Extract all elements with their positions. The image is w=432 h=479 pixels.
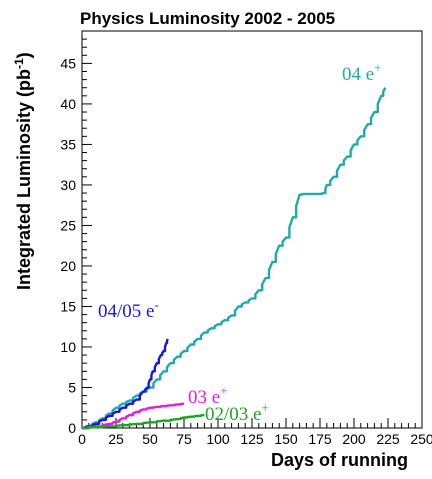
- series-label-0: 04 e+: [342, 60, 382, 85]
- y-tick-label: 25: [60, 217, 76, 233]
- y-tick-label: 20: [60, 258, 76, 274]
- y-tick-label: 5: [68, 379, 76, 395]
- x-tick-label: 50: [142, 431, 158, 447]
- y-tick-label: 30: [60, 177, 76, 193]
- x-tick-label: 125: [240, 431, 264, 447]
- series-label-main: 04/05 e: [98, 301, 154, 322]
- plot-frame: [81, 30, 423, 429]
- series-label-sup: +: [261, 400, 268, 415]
- series-line-3: [82, 413, 205, 430]
- y-tick-label: 0: [68, 420, 76, 436]
- series-line-0: [82, 87, 387, 430]
- series-labels: 04 e+04/05 e-03 e+02/03 e+: [98, 60, 382, 425]
- series-label-sup: +: [220, 383, 227, 398]
- series-label-main: 03 e: [188, 387, 220, 408]
- x-tick-label: 75: [176, 431, 192, 447]
- x-tick-label: 250: [410, 431, 432, 447]
- series-label-sup: -: [154, 297, 158, 312]
- x-axis-label: Days of running: [271, 450, 408, 470]
- x-tick-label: 25: [108, 431, 124, 447]
- axis-ticks: [81, 30, 423, 429]
- series-lines: [82, 87, 387, 430]
- y-tick-label: 40: [60, 96, 76, 112]
- y-axis-label-group: Integrated Luminosity (pb-1): [12, 52, 34, 290]
- y-tick-label: 15: [60, 298, 76, 314]
- y-axis-label-close: ): [14, 52, 34, 58]
- x-tick-label: 150: [274, 431, 298, 447]
- series-label-2: 03 e+: [188, 383, 228, 408]
- series-label-main: 04 e: [342, 64, 374, 85]
- y-tick-label: 10: [60, 339, 76, 355]
- y-axis-label: Integrated Luminosity (pb-1): [12, 52, 34, 290]
- series-line-1: [82, 338, 169, 430]
- series-label-main: 02/03 e: [205, 404, 261, 425]
- series-label-sup: +: [374, 60, 381, 75]
- y-axis-label-text: Integrated Luminosity (pb: [14, 69, 34, 290]
- tick-labels: 0 25 50 75 100 125 150 175 200 225 250 0 5 10 15 20 25 30…: [60, 55, 432, 447]
- x-tick-label: 200: [342, 431, 366, 447]
- series-line-2: [82, 402, 185, 430]
- x-tick-label: 100: [206, 431, 230, 447]
- x-tick-label: 0: [78, 431, 86, 447]
- series-label-3: 02/03 e+: [205, 400, 269, 425]
- series-label-1: 04/05 e-: [98, 297, 159, 322]
- x-tick-label: 175: [308, 431, 332, 447]
- y-tick-label: 45: [60, 55, 76, 71]
- y-axis-label-sup: -1: [12, 58, 26, 69]
- chart-title: Physics Luminosity 2002 - 2005: [80, 9, 335, 28]
- x-tick-label: 225: [376, 431, 400, 447]
- y-tick-label: 35: [60, 136, 76, 152]
